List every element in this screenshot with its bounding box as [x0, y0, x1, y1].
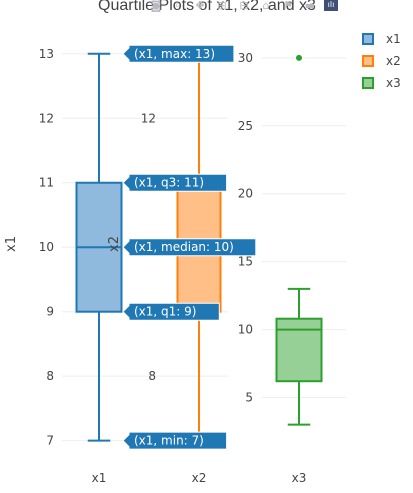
spike-icon[interactable]: ⚑: [283, 0, 293, 12]
hover-label-box: [122, 173, 228, 192]
hover-label-box: [122, 44, 235, 63]
y1-tick-label: 12: [39, 111, 54, 125]
zoom-in-icon[interactable]: ⊞: [217, 0, 227, 12]
legend: x1 x2 x3: [362, 28, 401, 94]
pan-icon[interactable]: ✥: [195, 0, 205, 12]
zoom-out-icon[interactable]: ⊟: [239, 0, 249, 12]
y3-tick-label: 30: [238, 51, 253, 65]
outlier-point: [296, 54, 302, 61]
y1-axis-title: x1: [4, 236, 19, 252]
y1-tick-label: 13: [39, 47, 54, 61]
y3-tick-label: 25: [238, 119, 253, 133]
legend-item-x1[interactable]: x1: [362, 28, 401, 50]
zoom-icon[interactable]: ⌕: [174, 0, 182, 11]
x-category-label: x3: [292, 471, 307, 485]
hover-label-text: (x1, median: 10): [134, 240, 234, 254]
y3-tick-label: 15: [238, 255, 253, 269]
legend-item-x2[interactable]: x2: [362, 50, 401, 72]
y1-tick-label: 9: [46, 305, 54, 319]
compare-icon[interactable]: ▬: [304, 0, 316, 12]
legend-swatch: [362, 55, 374, 67]
y1-tick-label: 7: [46, 434, 54, 448]
y3-tick-label: 10: [238, 323, 253, 337]
hover-label-box: [122, 302, 220, 321]
y1-tick-label: 8: [46, 369, 54, 383]
axes: 7891011121381251015202530x1x2x1x1x2x3: [4, 47, 306, 485]
hover-label-text: (x1, q3: 11): [134, 176, 204, 190]
legend-item-x3[interactable]: x3: [362, 72, 401, 94]
legend-label: x3: [386, 76, 401, 90]
y2-tick-label: 8: [148, 369, 156, 383]
plotly-logo-icon[interactable]: ılı: [324, 0, 338, 11]
hover-label-text: (x1, q1: 9): [134, 305, 196, 319]
y1-tick-label: 11: [39, 176, 54, 190]
x-category-label: x2: [192, 471, 207, 485]
hover-label-text: (x1, max: 13): [134, 47, 215, 61]
hover-labels: (x1, max: 13) (x1, q3: 11) (x1, median: 10…: [122, 44, 257, 450]
legend-swatch: [362, 33, 374, 45]
x-category-label: x1: [92, 471, 107, 485]
hover-label-box: [122, 238, 257, 257]
legend-label: x1: [386, 32, 401, 46]
box-iqr: [275, 317, 323, 383]
modebar: ◙ ⌕ ✥ ⊞ ⊟ ⌂ ⚑ ▬ ılı: [148, 0, 338, 15]
hover-label-box: [122, 431, 228, 450]
home-icon[interactable]: ⌂: [262, 0, 270, 12]
y3-tick-label: 20: [238, 187, 253, 201]
chart-title: Quartile Plots of x1, x2, and x3: [98, 0, 316, 14]
legend-label: x2: [386, 54, 401, 68]
legend-swatch: [362, 77, 374, 89]
y2-axis-title: x2: [107, 236, 122, 252]
y2-tick-label: 12: [141, 111, 156, 125]
y3-tick-label: 5: [245, 391, 253, 405]
hover-label-text: (x1, min: 7): [134, 434, 204, 448]
camera-icon[interactable]: ◙: [150, 0, 162, 12]
y1-tick-label: 10: [39, 240, 54, 254]
